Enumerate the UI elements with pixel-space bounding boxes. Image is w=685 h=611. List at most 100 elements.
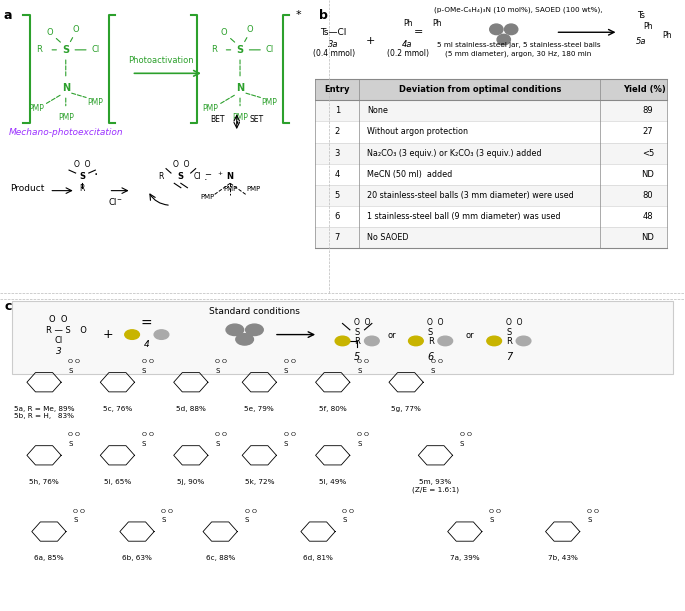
Text: 5h, 76%: 5h, 76% [29,479,59,485]
Text: 48: 48 [643,212,653,221]
Text: None: None [367,106,388,115]
Text: 5l, 49%: 5l, 49% [319,479,347,485]
Text: PMP: PMP [223,186,237,192]
Text: S: S [431,368,435,374]
Text: N: N [62,83,70,93]
Text: ·: · [93,168,97,182]
Text: PMP: PMP [58,113,74,122]
Text: O O: O O [73,508,86,513]
Text: O  O: O O [506,318,522,327]
Text: 5 ml stainless-steel jar, 5 stainless-steel balls: 5 ml stainless-steel jar, 5 stainless-st… [437,42,600,48]
Circle shape [246,324,263,335]
Text: or: or [465,331,474,340]
Text: R: R [427,337,434,346]
Text: O O: O O [489,508,501,513]
Text: Cl: Cl [266,45,274,54]
Text: 3: 3 [56,346,62,356]
Text: Deviation from optimal conditions: Deviation from optimal conditions [399,86,561,94]
Text: 5m, 93%
(Z/E = 1.6:1): 5m, 93% (Z/E = 1.6:1) [412,479,459,492]
Text: 1: 1 [335,106,340,115]
Text: R: R [36,45,42,54]
Text: O O: O O [357,432,369,437]
Text: O  O: O O [354,318,371,327]
Circle shape [438,336,453,346]
Text: 4: 4 [335,170,340,178]
Text: S: S [357,441,362,447]
Text: R: R [158,172,164,181]
Text: Mechano-photoexcitation: Mechano-photoexcitation [8,128,123,137]
Circle shape [408,336,423,346]
Text: =: = [141,317,153,331]
Text: S: S [79,172,85,181]
Text: c: c [5,299,12,313]
FancyBboxPatch shape [315,227,667,248]
Text: Cl$^{-}$: Cl$^{-}$ [108,196,123,207]
Text: Yield (%): Yield (%) [623,86,666,94]
Text: 6: 6 [334,212,340,221]
Text: PMP: PMP [262,98,277,107]
Text: +: + [366,36,375,46]
Text: N: N [236,83,244,93]
Text: R: R [506,337,512,346]
Text: Cl: Cl [55,335,63,345]
FancyBboxPatch shape [315,206,667,227]
Text: O O: O O [142,359,154,364]
Text: O O: O O [284,359,296,364]
Text: Ph: Ph [662,31,671,40]
Text: −: − [203,170,211,180]
Text: S: S [460,441,464,447]
Circle shape [226,324,244,335]
Text: 5a, R = Me, 89%
5b, R = H,   83%: 5a, R = Me, 89% 5b, R = H, 83% [14,406,74,419]
Text: O: O [73,25,79,34]
Text: Entry: Entry [325,86,350,94]
Text: S: S [142,368,147,374]
Text: b: b [319,9,327,22]
Text: O O: O O [162,508,173,513]
Text: =: = [414,27,423,37]
Text: S: S [73,517,78,523]
Text: (0.4 mmol): (0.4 mmol) [312,49,355,57]
Text: 5c, 76%: 5c, 76% [103,406,132,412]
Text: Ph: Ph [643,23,653,31]
Text: 5d, 88%: 5d, 88% [176,406,206,412]
Text: 1 stainless-steel ball (9 mm diameter) was used: 1 stainless-steel ball (9 mm diameter) w… [367,212,560,221]
Text: S: S [357,368,362,374]
Text: Cl: Cl [194,172,201,181]
Text: No SAOED: No SAOED [367,233,408,242]
Text: 27: 27 [643,128,653,136]
Text: 6b, 63%: 6b, 63% [122,555,152,562]
Text: 4a: 4a [402,40,413,49]
Text: N: N [227,172,234,181]
Text: O: O [75,326,87,335]
Text: Ts: Ts [636,10,645,20]
Text: a: a [3,9,12,22]
Circle shape [154,330,169,339]
Text: 6: 6 [427,352,434,362]
Text: O O: O O [142,432,154,437]
Text: 80: 80 [643,191,653,200]
Text: S: S [68,368,73,374]
Text: O O: O O [284,432,296,437]
Text: or: or [387,331,396,340]
Text: S: S [236,45,244,55]
Text: Without argon protection: Without argon protection [367,128,468,136]
Text: O O: O O [215,359,227,364]
Circle shape [236,334,253,345]
Text: O  O: O O [74,160,90,169]
Text: R: R [79,184,85,192]
Text: S: S [162,517,166,523]
Text: 3: 3 [334,148,340,158]
Text: S: S [355,327,360,337]
Text: ·: · [203,175,208,185]
Text: Standard conditions: Standard conditions [209,307,300,316]
Text: O O: O O [342,508,355,513]
Text: S: S [245,517,249,523]
Text: S: S [68,441,73,447]
Text: S: S [506,327,512,337]
Text: O: O [247,25,253,34]
Text: Ph: Ph [403,20,412,28]
FancyBboxPatch shape [315,79,667,100]
Text: Na₂CO₃ (3 equiv.) or K₂CO₃ (3 equiv.) added: Na₂CO₃ (3 equiv.) or K₂CO₃ (3 equiv.) ad… [367,148,541,158]
Text: 7a, 39%: 7a, 39% [450,555,479,562]
Text: PMP: PMP [28,104,44,113]
